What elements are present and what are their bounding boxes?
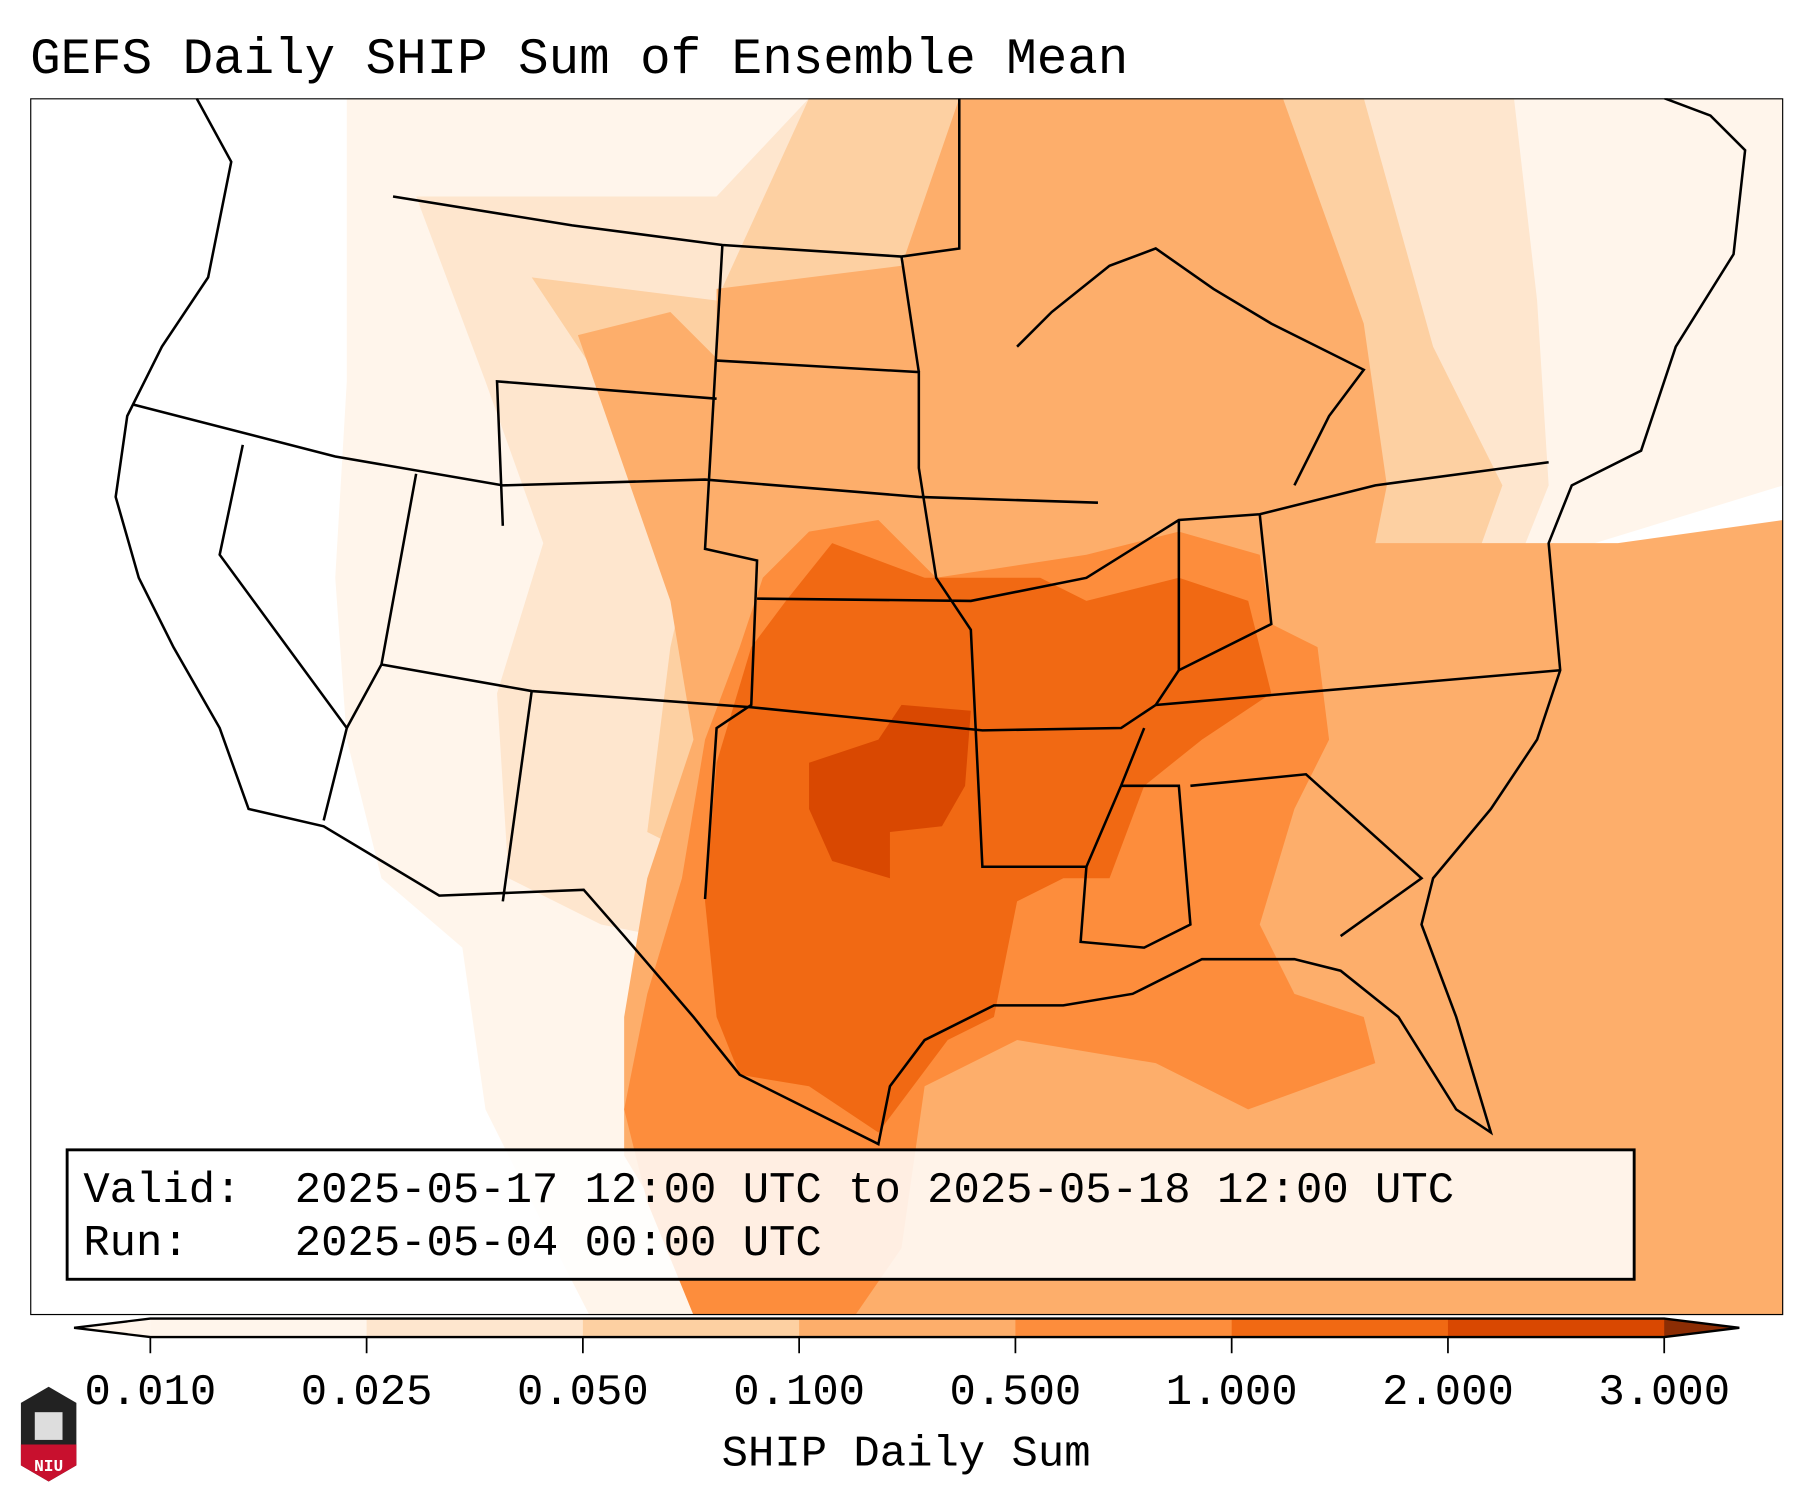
colorbar-tick-label: 0.025: [301, 1368, 433, 1418]
colorbar-label: SHIP Daily Sum: [722, 1429, 1091, 1479]
figure-title: GEFS Daily SHIP Sum of Ensemble Mean: [30, 32, 1128, 89]
colorbar-tick-label: 0.050: [517, 1368, 649, 1418]
run-value: 2025-05-04 00:00 UTC: [295, 1219, 822, 1269]
ship-region-1.000: [705, 543, 1272, 1133]
colorbar-tick-label: 3.000: [1598, 1368, 1730, 1418]
colorbar-segment: [1231, 1318, 1449, 1338]
colorbar-segment: [1447, 1318, 1665, 1338]
colorbar-segment: [799, 1318, 1016, 1338]
valid-label: Valid:: [83, 1166, 241, 1216]
colorbar-tick-label: 0.100: [733, 1368, 865, 1418]
valid-value: 2025-05-17 12:00 UTC to 2025-05-18 12:00…: [295, 1166, 1454, 1216]
colorbar-tick-label: 0.010: [84, 1368, 216, 1418]
colorbar-extend-high: [1664, 1318, 1740, 1338]
colorbar-tick-label: 1.000: [1166, 1368, 1298, 1418]
colorbar-segment: [366, 1318, 584, 1338]
run-label: Run:: [83, 1219, 188, 1269]
niu-logo: NIU: [20, 1386, 77, 1482]
colorbar-segment: [1015, 1318, 1233, 1338]
colorbar-tick-label: 2.000: [1382, 1368, 1514, 1418]
info-box: Valid: 2025-05-17 12:00 UTC to 2025-05-1…: [65, 1148, 1636, 1281]
colorbar-segment: [582, 1318, 800, 1338]
colorbar-extend-low: [74, 1318, 151, 1338]
svg-text:NIU: NIU: [34, 1458, 63, 1476]
boundaries: [114, 98, 1747, 1146]
colorbar-segment: [150, 1318, 368, 1338]
map: [30, 98, 1784, 1316]
ship-region-2.000: [809, 704, 971, 879]
colorbar: 0.010 0.025 0.050 0.100 0.500 1.000 2.000 3.000: [73, 1317, 1740, 1418]
colorbar-tick-label: 0.500: [950, 1368, 1082, 1418]
